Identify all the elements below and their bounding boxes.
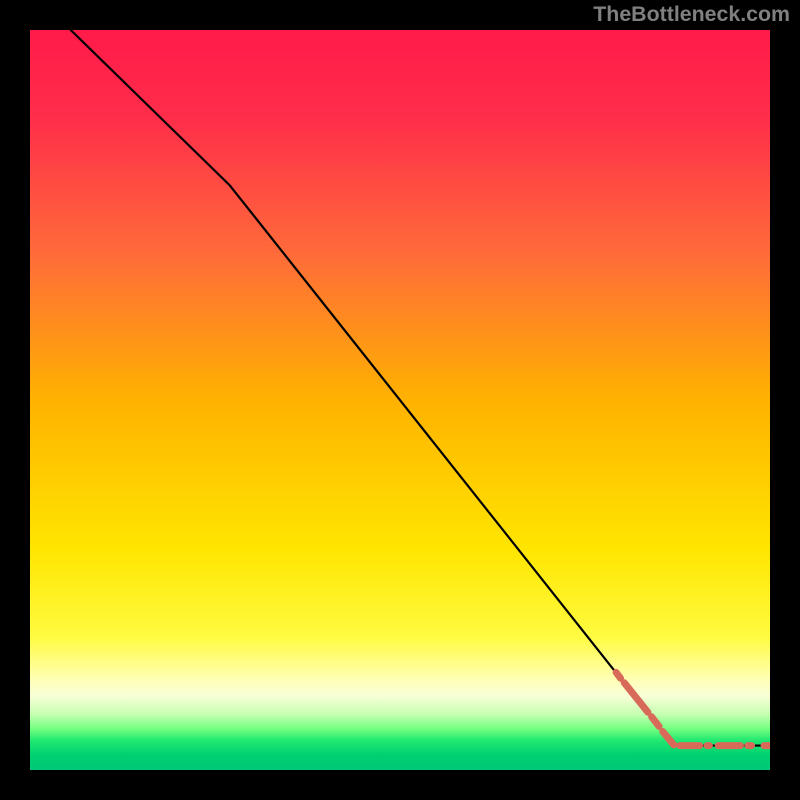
watermark-text: TheBottleneck.com [593,2,790,27]
plot-area [30,30,770,770]
gradient-background [30,30,770,770]
chart-container: TheBottleneck.com [0,0,800,800]
